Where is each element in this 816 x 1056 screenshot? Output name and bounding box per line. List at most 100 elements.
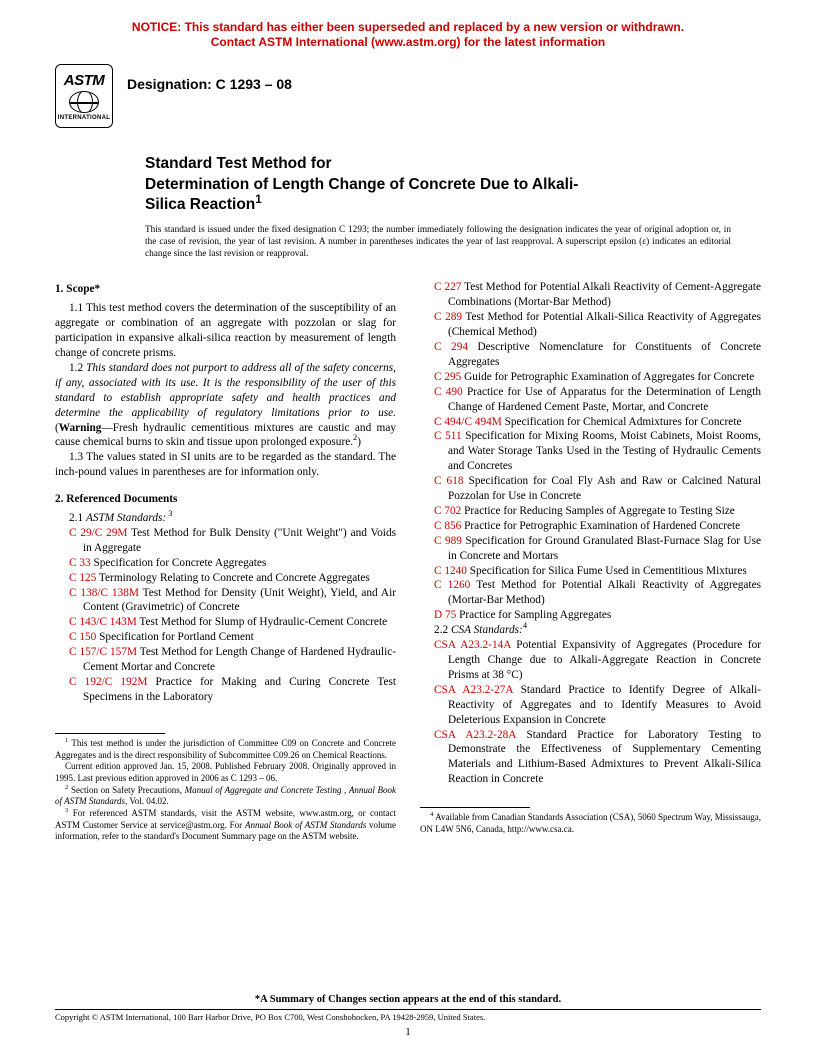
ref-code: C 289 — [434, 311, 462, 323]
ref-text: Specification for Concrete Aggregates — [91, 557, 267, 569]
scope-1-3: 1.3 The values stated in SI units are to… — [55, 450, 396, 480]
ref-text: Test Method for Potential Alkali Reactiv… — [448, 281, 761, 308]
ref-text: Terminology Relating to Concrete and Con… — [96, 572, 370, 584]
title-line2: Determination of Length Change of Concre… — [145, 175, 761, 214]
ref-code: D 75 — [434, 609, 456, 621]
logo-text-top: ASTM — [64, 72, 105, 89]
ref-item: D 75 Practice for Sampling Aggregates — [420, 608, 761, 623]
footnote-2: 2 Section on Safety Precautions, Manual … — [55, 785, 396, 808]
ref-code: C 157/C 157M — [69, 646, 137, 658]
ref-code: C 125 — [69, 572, 96, 584]
ref-text: Descriptive Nomenclature for Constituent… — [448, 341, 761, 368]
ref-code: C 1240 — [434, 565, 467, 577]
ref-item: C 618 Specification for Coal Fly Ash and… — [420, 474, 761, 504]
title-line1: Standard Test Method for — [145, 154, 761, 173]
title-block: Standard Test Method for Determination o… — [145, 154, 761, 214]
ref-code: C 490 — [434, 386, 463, 398]
notice-line2: Contact ASTM International (www.astm.org… — [211, 35, 605, 49]
right-column: C 227 Test Method for Potential Alkali R… — [420, 280, 761, 843]
footnotes-left: 1 This test method is under the jurisdic… — [55, 738, 396, 843]
ref-text: Guide for Petrographic Examination of Ag… — [461, 371, 754, 383]
ref-item: C 143/C 143M Test Method for Slump of Hy… — [55, 615, 396, 630]
header-row: ASTM INTERNATIONAL Designation: C 1293 –… — [55, 64, 761, 128]
footnote-1b: Current edition approved Jan. 15, 2008. … — [55, 761, 396, 784]
ref-code: C 150 — [69, 631, 96, 643]
ref-code: C 989 — [434, 535, 462, 547]
footnote-1: 1 This test method is under the jurisdic… — [55, 738, 396, 761]
ref-code: C 29/C 29M — [69, 527, 127, 539]
ref-text: Test Method for Potential Alkali Reactiv… — [448, 579, 761, 606]
csa-refs-list: CSA A23.2-14A Potential Expansivity of A… — [420, 638, 761, 787]
refdocs-head: 2. Referenced Documents — [55, 492, 396, 507]
ref-text: Practice for Petrographic Examination of… — [461, 520, 740, 532]
left-column: 1. Scope* 1.1 This test method covers th… — [55, 280, 396, 843]
ref-code: CSA A23.2-14A — [434, 639, 511, 651]
summary-note: *A Summary of Changes section appears at… — [55, 994, 761, 1005]
ref-code: C 494/C 494M — [434, 416, 502, 428]
ref-text: Specification for Portland Cement — [96, 631, 254, 643]
ref-code: C 33 — [69, 557, 91, 569]
ref-code: C 295 — [434, 371, 461, 383]
notice-line1: NOTICE: This standard has either been su… — [132, 20, 684, 34]
footnote-3: 3 For referenced ASTM standards, visit t… — [55, 808, 396, 843]
ref-code: C 192/C 192M — [69, 676, 147, 688]
page-number: 1 — [55, 1026, 761, 1038]
scope-1-2: 1.2 This standard does not purport to ad… — [55, 361, 396, 450]
ref-code: CSA A23.2-27A — [434, 684, 513, 696]
ref-code: C 294 — [434, 341, 468, 353]
ref-text: Practice for Sampling Aggregates — [456, 609, 611, 621]
ref-item: C 856 Practice for Petrographic Examinat… — [420, 519, 761, 534]
ref-text: Practice for Use of Apparatus for the De… — [448, 386, 761, 413]
ref-item: C 29/C 29M Test Method for Bulk Density … — [55, 526, 396, 556]
ref-item: CSA A23.2-27A Standard Practice to Ident… — [420, 683, 761, 728]
astm-logo: ASTM INTERNATIONAL — [55, 64, 113, 128]
ref-text: Test Method for Bulk Density ("Unit Weig… — [83, 527, 396, 554]
logo-globe-icon — [69, 91, 99, 113]
ref-item: C 289 Test Method for Potential Alkali-S… — [420, 310, 761, 340]
refdocs-2-2: 2.2 CSA Standards:4 — [420, 623, 761, 638]
issuance-note: This standard is issued under the fixed … — [145, 224, 731, 260]
copyright: Copyright © ASTM International, 100 Barr… — [55, 1009, 761, 1022]
ref-item: C 702 Practice for Reducing Samples of A… — [420, 504, 761, 519]
ref-item: C 511 Specification for Mixing Rooms, Mo… — [420, 429, 761, 474]
ref-text: Specification for Silica Fume Used in Ce… — [467, 565, 747, 577]
footnotes-right: 4 Available from Canadian Standards Asso… — [420, 812, 761, 835]
ref-text: Test Method for Slump of Hydraulic-Cemen… — [137, 616, 387, 628]
scope-1-1: 1.1 This test method covers the determin… — [55, 301, 396, 361]
ref-code: CSA A23.2-28A — [434, 729, 516, 741]
footnote-rule-right — [420, 807, 530, 808]
ref-item: C 150 Specification for Portland Cement — [55, 630, 396, 645]
logo-text-bottom: INTERNATIONAL — [58, 115, 110, 121]
footnote-4: 4 Available from Canadian Standards Asso… — [420, 812, 761, 835]
refdocs-2-1: 2.1 ASTM Standards: 3 — [55, 511, 396, 526]
refs-right-list: C 227 Test Method for Potential Alkali R… — [420, 280, 761, 623]
ref-item: C 1260 Test Method for Potential Alkali … — [420, 578, 761, 608]
ref-code: C 511 — [434, 430, 462, 442]
ref-item: C 494/C 494M Specification for Chemical … — [420, 415, 761, 430]
ref-text: Specification for Mixing Rooms, Moist Ca… — [448, 430, 761, 472]
ref-text: Specification for Coal Fly Ash and Raw o… — [448, 475, 761, 502]
ref-item: C 294 Descriptive Nomenclature for Const… — [420, 340, 761, 370]
ref-item: C 157/C 157M Test Method for Length Chan… — [55, 645, 396, 675]
ref-code: C 1260 — [434, 579, 470, 591]
ref-item: C 227 Test Method for Potential Alkali R… — [420, 280, 761, 310]
ref-code: C 856 — [434, 520, 461, 532]
ref-code: C 138/C 138M — [69, 587, 139, 599]
body-columns: 1. Scope* 1.1 This test method covers th… — [55, 280, 761, 843]
ref-item: C 33 Specification for Concrete Aggregat… — [55, 556, 396, 571]
designation: Designation: C 1293 – 08 — [127, 64, 292, 92]
ref-text: Specification for Chemical Admixtures fo… — [502, 416, 742, 428]
ref-code: C 143/C 143M — [69, 616, 137, 628]
ref-item: CSA A23.2-28A Standard Practice for Labo… — [420, 728, 761, 788]
scope-head: 1. Scope* — [55, 282, 396, 297]
ref-item: C 295 Guide for Petrographic Examination… — [420, 370, 761, 385]
ref-item: C 1240 Specification for Silica Fume Use… — [420, 564, 761, 579]
ref-item: C 138/C 138M Test Method for Density (Un… — [55, 586, 396, 616]
ref-code: C 618 — [434, 475, 464, 487]
ref-text: Test Method for Potential Alkali-Silica … — [448, 311, 761, 338]
ref-text: Practice for Reducing Samples of Aggrega… — [461, 505, 735, 517]
ref-item: C 125 Terminology Relating to Concrete a… — [55, 571, 396, 586]
notice-banner: NOTICE: This standard has either been su… — [55, 20, 761, 50]
footnote-rule-left — [55, 733, 165, 734]
ref-item: CSA A23.2-14A Potential Expansivity of A… — [420, 638, 761, 683]
